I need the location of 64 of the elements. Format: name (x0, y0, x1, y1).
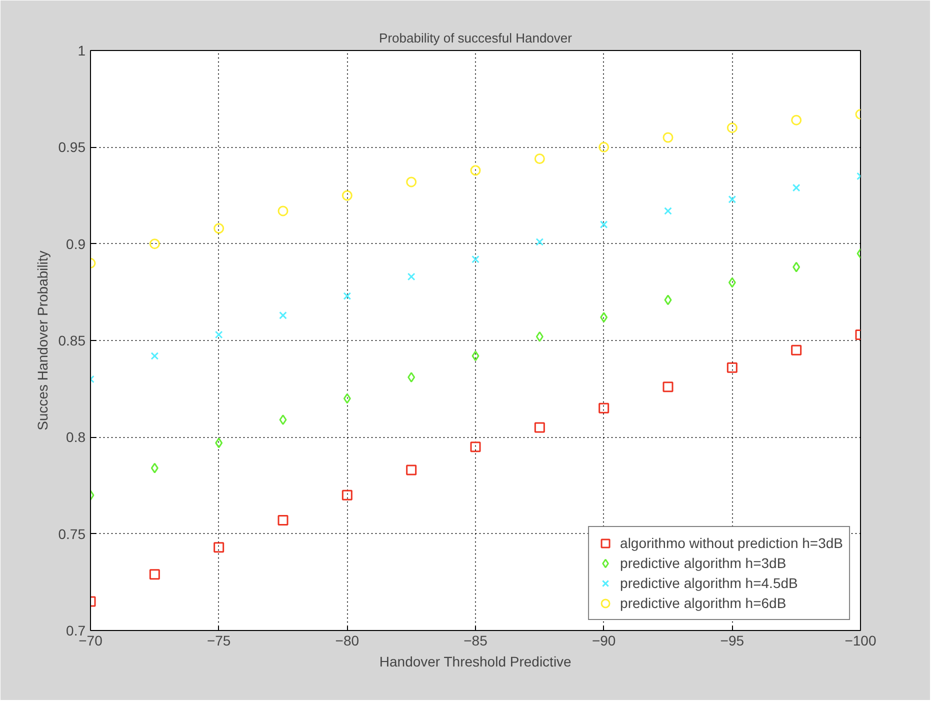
y-tick-label: 0.7 (66, 622, 86, 638)
y-tick-label: 0.95 (58, 139, 86, 156)
point (664, 207, 672, 215)
y-tick-label: 1 (78, 42, 86, 58)
point (534, 422, 545, 433)
point (214, 223, 224, 234)
point (406, 176, 417, 188)
point (534, 154, 545, 164)
point (470, 442, 481, 452)
point (791, 344, 802, 356)
point (792, 262, 800, 272)
legend-label: predictive algorithm h=4.5dB (620, 575, 798, 591)
point (470, 165, 481, 176)
chart-title: Probability of succesful Handover (379, 30, 573, 46)
legend-label: predictive algorithm h=6dB (620, 595, 786, 611)
point (728, 195, 736, 204)
y-tick-label: 0.85 (58, 332, 86, 348)
point (472, 255, 480, 264)
point (214, 542, 224, 553)
point (726, 122, 738, 134)
point (600, 312, 608, 323)
point (342, 190, 352, 201)
x-tick-label: −90 (592, 632, 616, 648)
point (662, 382, 674, 392)
point (728, 277, 736, 288)
point (278, 515, 288, 526)
y-tick-label: 0.8 (66, 429, 86, 446)
x-tick-label: −80 (335, 632, 360, 648)
point (792, 184, 800, 192)
point (406, 464, 417, 476)
y-axis-title: Succes Handover Probability (34, 250, 50, 430)
point (598, 142, 610, 152)
point (215, 438, 223, 448)
point (598, 402, 610, 414)
y-tick-label: 0.75 (58, 526, 86, 542)
point (664, 294, 672, 306)
legend-label: algorithmo without prediction h=3dB (620, 535, 843, 551)
x-tick-label: −75 (206, 632, 231, 648)
point (726, 362, 738, 373)
point (536, 238, 544, 246)
point (342, 490, 352, 500)
x-tick-label: −95 (720, 632, 744, 648)
y-tick-label: 0.9 (66, 236, 86, 252)
point (600, 220, 608, 228)
point (149, 569, 160, 580)
point (279, 414, 287, 426)
point (150, 462, 158, 474)
point (149, 238, 160, 250)
point (279, 311, 287, 320)
x-tick-label: −100 (844, 632, 876, 648)
x-tick-label: −85 (464, 632, 488, 648)
point (150, 352, 159, 360)
point (662, 132, 674, 143)
point (214, 330, 223, 339)
point (791, 114, 802, 126)
point (343, 292, 352, 300)
point (278, 206, 288, 216)
point (408, 372, 416, 382)
point (407, 272, 416, 281)
x-axis-title: Handover Threshold Predictive (379, 654, 572, 670)
legend-label: predictive algorithm h=3dB (620, 555, 786, 571)
point (536, 331, 544, 342)
point (343, 393, 351, 404)
point (472, 350, 480, 362)
